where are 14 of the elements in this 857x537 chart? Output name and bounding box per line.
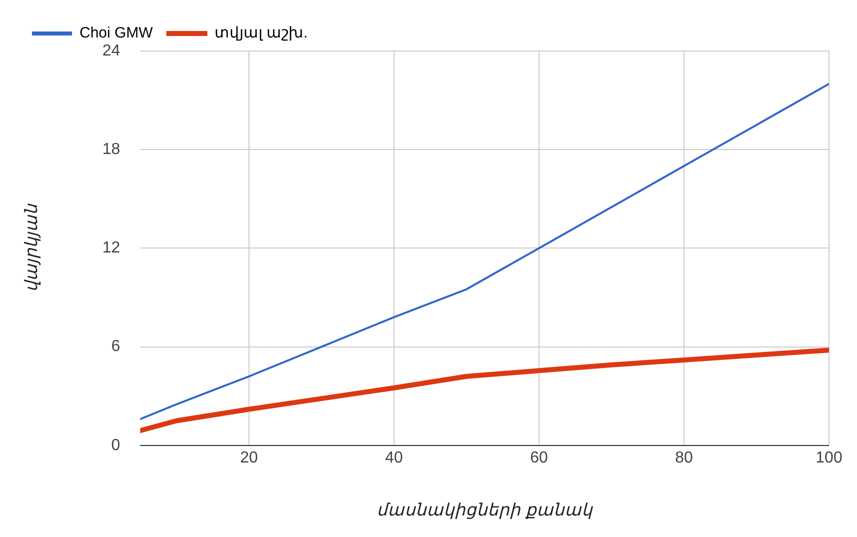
legend-label: տվյալ աշխ. bbox=[214, 24, 308, 42]
x-tick-label: 60 bbox=[530, 449, 548, 466]
x-tick-label: 40 bbox=[385, 449, 403, 466]
y-tick-label: 12 bbox=[102, 240, 120, 257]
y-tick-label: 6 bbox=[111, 338, 120, 356]
y-tick-label: 0 bbox=[111, 436, 120, 454]
x-tick-label: 20 bbox=[240, 449, 258, 466]
legend-label: Choi GMW bbox=[80, 24, 154, 42]
x-tick-label: 80 bbox=[675, 449, 693, 466]
y-axis-title: վայրկյան bbox=[22, 203, 41, 292]
x-tick-label: 100 bbox=[816, 449, 842, 466]
y-tick-label: 18 bbox=[102, 141, 120, 158]
x-axis-title: մասնակիցների քանակ bbox=[376, 500, 594, 520]
y-tick-label: 24 bbox=[102, 42, 120, 60]
